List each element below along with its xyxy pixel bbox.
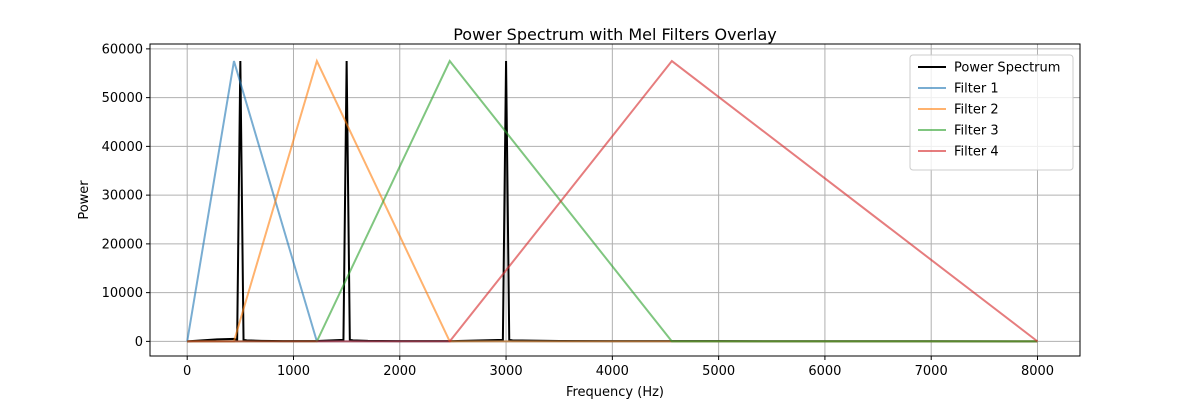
x-tick-label: 7000 bbox=[915, 364, 948, 379]
y-tick-label: 60000 bbox=[102, 42, 143, 57]
x-axis-label: Frequency (Hz) bbox=[566, 385, 664, 400]
axes-frame bbox=[149, 43, 1081, 357]
y-tick-label: 40000 bbox=[102, 140, 143, 155]
x-tick-label: 3000 bbox=[490, 364, 523, 379]
series-line-filter-4 bbox=[187, 59, 1039, 343]
y-axis-label: Power bbox=[77, 180, 92, 220]
y-tick-label: 10000 bbox=[102, 286, 143, 301]
legend-label: Filter 4 bbox=[954, 145, 999, 160]
axis-ticks: 0 1000 2000 3000 4000 5000 6000 7000 8000 0 10000 2… bbox=[102, 42, 1054, 379]
y-tick-label: 50000 bbox=[102, 91, 143, 106]
x-tick-label: 2000 bbox=[383, 364, 416, 379]
y-tick-label: 0 bbox=[135, 335, 143, 350]
x-tick-label: 1000 bbox=[277, 364, 310, 379]
x-tick-label: 8000 bbox=[1021, 364, 1054, 379]
x-tick-label: 6000 bbox=[808, 364, 841, 379]
plot-lines bbox=[186, 58, 1039, 343]
x-tick-label: 0 bbox=[183, 364, 191, 379]
legend-label: Filter 3 bbox=[954, 124, 999, 139]
legend-label: Filter 1 bbox=[954, 82, 999, 97]
legend-box bbox=[909, 54, 1074, 171]
y-tick-label: 30000 bbox=[102, 189, 143, 204]
legend: Power Spectrum Filter 1 Filter 2 Filter 3 Fi… bbox=[909, 54, 1074, 171]
x-tick-label: 4000 bbox=[596, 364, 629, 379]
legend-label: Power Spectrum bbox=[954, 61, 1060, 76]
y-tick-label: 20000 bbox=[102, 237, 143, 252]
chart-title: Power Spectrum with Mel Filters Overlay bbox=[453, 25, 777, 44]
legend-label: Filter 2 bbox=[954, 103, 999, 118]
x-tick-label: 5000 bbox=[702, 364, 735, 379]
